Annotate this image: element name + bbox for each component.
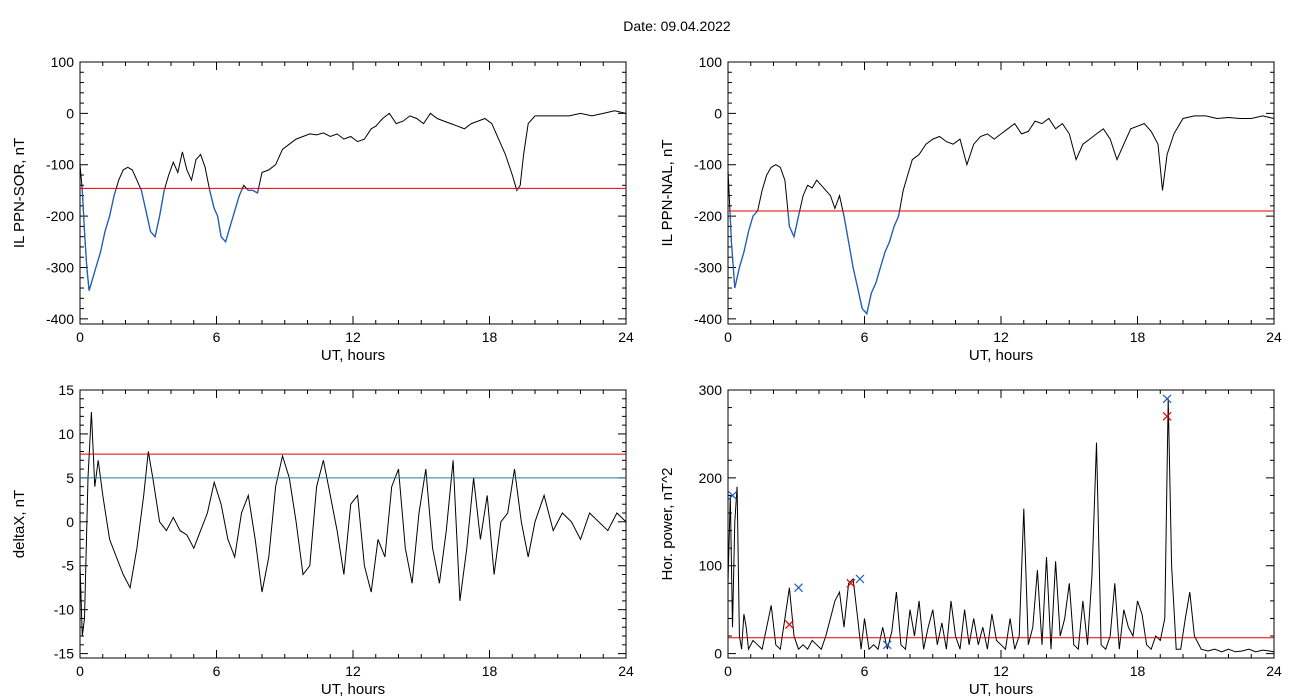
series-line bbox=[728, 398, 1274, 653]
peak-marker bbox=[846, 578, 856, 588]
series-highlight bbox=[81, 188, 117, 291]
y-axis-label: Hor. power, nT^2 bbox=[659, 468, 676, 581]
series-highlight bbox=[515, 188, 519, 192]
series-highlight bbox=[842, 210, 901, 316]
y-tick-label: 5 bbox=[66, 470, 74, 486]
peak-marker bbox=[1162, 411, 1172, 421]
x-tick-label: 24 bbox=[618, 329, 634, 345]
y-tick-label: 300 bbox=[699, 382, 723, 398]
y-tick-label: -10 bbox=[54, 602, 74, 618]
plot-frame bbox=[79, 61, 627, 325]
x-tick-label: 18 bbox=[1130, 663, 1146, 679]
x-tick-label: 6 bbox=[213, 663, 221, 679]
page-title: Date: 09.04.2022 bbox=[623, 18, 731, 34]
y-tick-label: -5 bbox=[62, 558, 75, 574]
y-tick-label: -300 bbox=[694, 259, 722, 275]
y-tick-label: 0 bbox=[714, 105, 722, 121]
series-line bbox=[80, 411, 626, 637]
plot-area bbox=[728, 394, 1274, 653]
x-tick-label: 6 bbox=[861, 663, 869, 679]
x-axis-label: UT, hours bbox=[969, 681, 1033, 698]
y-tick-label: 15 bbox=[58, 382, 74, 398]
x-tick-label: 0 bbox=[724, 329, 732, 345]
plot-area bbox=[80, 110, 626, 291]
y-tick-label: -100 bbox=[694, 157, 722, 173]
x-tick-label: 12 bbox=[993, 329, 1009, 345]
x-tick-label: 6 bbox=[213, 329, 221, 345]
series-highlight bbox=[246, 187, 260, 194]
x-tick-label: 0 bbox=[76, 329, 84, 345]
panel-nal: 0 6 12 18 24 -400 -300 -200 -100 0 100 UT, hours IL … bbox=[659, 54, 1282, 364]
y-tick-label: -200 bbox=[46, 208, 74, 224]
series-highlight bbox=[139, 188, 166, 239]
y-axis-label: IL PPN-SOR, nT bbox=[11, 138, 28, 248]
series-line bbox=[80, 110, 626, 291]
y-tick-label: 0 bbox=[714, 646, 722, 662]
x-tick-label: 12 bbox=[345, 329, 361, 345]
x-tick-label: 12 bbox=[345, 663, 361, 679]
plot-area bbox=[728, 115, 1274, 316]
x-tick-label: 6 bbox=[861, 329, 869, 345]
y-tick-label: -100 bbox=[46, 157, 74, 173]
x-tick-label: 24 bbox=[1266, 329, 1282, 345]
peak-marker bbox=[1162, 394, 1172, 404]
x-tick-label: 18 bbox=[482, 329, 498, 345]
y-tick-label: 10 bbox=[58, 426, 74, 442]
x-tick-label: 12 bbox=[993, 663, 1009, 679]
x-axis-label: UT, hours bbox=[321, 347, 385, 364]
y-tick-label: -400 bbox=[694, 311, 722, 327]
y-tick-label: 100 bbox=[51, 54, 75, 70]
panel-sor: 0 6 12 18 24 -400 -300 -200 -100 0 100 UT, hours IL … bbox=[11, 54, 634, 364]
series-highlight bbox=[208, 188, 243, 244]
x-tick-label: 24 bbox=[1266, 663, 1282, 679]
x-tick-label: 0 bbox=[724, 663, 732, 679]
x-tick-label: 18 bbox=[482, 663, 498, 679]
y-tick-label: 0 bbox=[66, 514, 74, 530]
series-line bbox=[728, 115, 1274, 315]
y-tick-label: 100 bbox=[699, 54, 723, 70]
peak-marker bbox=[855, 574, 865, 584]
panel-deltax: 0 6 12 18 24 -15 -10 -5 0 5 10 15 UT, hours deltaX, n… bbox=[11, 382, 634, 698]
plot-area bbox=[80, 411, 626, 637]
x-tick-label: 24 bbox=[618, 663, 634, 679]
peak-marker bbox=[785, 620, 794, 630]
x-axis-label: UT, hours bbox=[969, 347, 1033, 364]
y-tick-label: 0 bbox=[66, 105, 74, 121]
peak-marker bbox=[882, 640, 892, 650]
y-axis-label: deltaX, nT bbox=[11, 490, 28, 558]
plot-frame bbox=[727, 61, 1275, 325]
peak-marker bbox=[728, 491, 737, 500]
x-tick-label: 0 bbox=[76, 663, 84, 679]
x-tick-label: 18 bbox=[1130, 329, 1146, 345]
y-tick-label: -300 bbox=[46, 259, 74, 275]
y-tick-label: -200 bbox=[694, 208, 722, 224]
y-axis-label: IL PPN-NAL, nT bbox=[659, 140, 676, 247]
y-tick-label: 200 bbox=[699, 470, 723, 486]
series-highlight bbox=[787, 210, 801, 239]
x-axis-label: UT, hours bbox=[321, 681, 385, 698]
peak-marker bbox=[794, 583, 803, 593]
series-highlight bbox=[729, 210, 759, 289]
y-tick-label: 100 bbox=[699, 558, 723, 574]
y-tick-label: -400 bbox=[46, 311, 74, 327]
y-tick-label: -15 bbox=[54, 646, 74, 662]
panel-power: 0 6 12 18 24 0 100 200 300 UT, hours Hor. power, n… bbox=[659, 382, 1282, 698]
